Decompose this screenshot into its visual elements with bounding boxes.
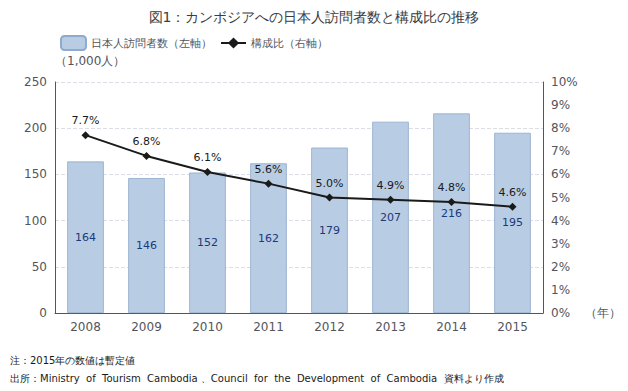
svg-text:2012: 2012 bbox=[314, 320, 345, 334]
svg-text:150: 150 bbox=[24, 167, 47, 181]
svg-text:164: 164 bbox=[75, 231, 96, 244]
svg-text:216: 216 bbox=[441, 207, 462, 220]
svg-text:6.1%: 6.1% bbox=[194, 151, 222, 164]
svg-text:10%: 10% bbox=[551, 75, 578, 89]
svg-text:日本人訪問者数（左軸）: 日本人訪問者数（左軸） bbox=[91, 37, 212, 50]
svg-text:4.9%: 4.9% bbox=[377, 179, 405, 192]
svg-text:50: 50 bbox=[32, 260, 47, 274]
svg-text:2013: 2013 bbox=[375, 320, 406, 334]
svg-text:8%: 8% bbox=[551, 121, 570, 135]
svg-text:2%: 2% bbox=[551, 260, 570, 274]
svg-text:構成比（右軸）: 構成比（右軸） bbox=[251, 37, 328, 50]
svg-text:9%: 9% bbox=[551, 98, 570, 112]
svg-text:5.6%: 5.6% bbox=[255, 163, 283, 176]
svg-text:2009: 2009 bbox=[131, 320, 162, 334]
svg-text:250: 250 bbox=[24, 75, 47, 89]
svg-text:6.8%: 6.8% bbox=[133, 135, 161, 148]
svg-text:7%: 7% bbox=[551, 144, 570, 158]
svg-text:（年）: （年） bbox=[585, 306, 621, 320]
svg-text:179: 179 bbox=[319, 224, 340, 237]
svg-text:152: 152 bbox=[197, 236, 218, 249]
svg-text:6%: 6% bbox=[551, 167, 570, 181]
svg-text:207: 207 bbox=[380, 211, 401, 224]
svg-text:195: 195 bbox=[502, 216, 523, 229]
svg-text:2008: 2008 bbox=[70, 320, 101, 334]
svg-text:7.7%: 7.7% bbox=[72, 114, 100, 127]
svg-text:1%: 1% bbox=[551, 283, 570, 297]
svg-text:2010: 2010 bbox=[192, 320, 223, 334]
svg-text:162: 162 bbox=[258, 232, 279, 245]
svg-text:146: 146 bbox=[136, 239, 157, 252]
svg-text:2015: 2015 bbox=[497, 320, 528, 334]
svg-text:200: 200 bbox=[24, 121, 47, 135]
svg-text:注：2015年の数値は暫定値: 注：2015年の数値は暫定値 bbox=[10, 355, 135, 366]
svg-text:図1：カンボジアへの日本人訪問者数と構成比の推移: 図1：カンボジアへの日本人訪問者数と構成比の推移 bbox=[149, 9, 480, 25]
svg-text:4%: 4% bbox=[551, 214, 570, 228]
svg-text:出所：Ministry of Tourism Camb: 出所：Ministry of Tourism Cambodia 、Council… bbox=[10, 373, 504, 384]
svg-text:5%: 5% bbox=[551, 191, 570, 205]
svg-text:100: 100 bbox=[24, 214, 47, 228]
svg-text:4.8%: 4.8% bbox=[438, 181, 466, 194]
svg-text:0%: 0% bbox=[551, 306, 570, 320]
svg-text:0: 0 bbox=[39, 306, 47, 320]
svg-text:2011: 2011 bbox=[253, 320, 284, 334]
svg-text:2014: 2014 bbox=[436, 320, 467, 334]
svg-text:3%: 3% bbox=[551, 237, 570, 251]
svg-text:4.6%: 4.6% bbox=[499, 186, 527, 199]
svg-text:5.0%: 5.0% bbox=[316, 177, 344, 190]
svg-text:（1,000人）: （1,000人） bbox=[55, 54, 125, 68]
